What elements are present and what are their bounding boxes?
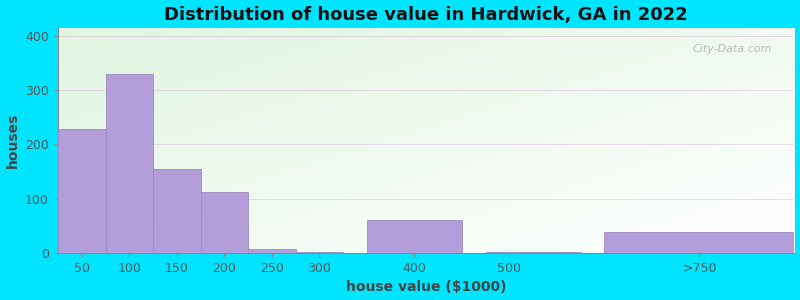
Bar <box>295 252 343 253</box>
Bar <box>106 74 153 253</box>
Bar <box>367 220 462 253</box>
Bar <box>58 129 106 253</box>
Y-axis label: houses: houses <box>6 113 19 168</box>
Title: Distribution of house value in Hardwick, GA in 2022: Distribution of house value in Hardwick,… <box>164 6 688 24</box>
X-axis label: house value ($1000): house value ($1000) <box>346 280 506 294</box>
Bar <box>486 252 581 253</box>
Bar <box>201 192 248 253</box>
Bar <box>153 169 201 253</box>
Bar <box>248 248 295 253</box>
Text: City-Data.com: City-Data.com <box>693 44 772 54</box>
Bar <box>604 232 794 253</box>
